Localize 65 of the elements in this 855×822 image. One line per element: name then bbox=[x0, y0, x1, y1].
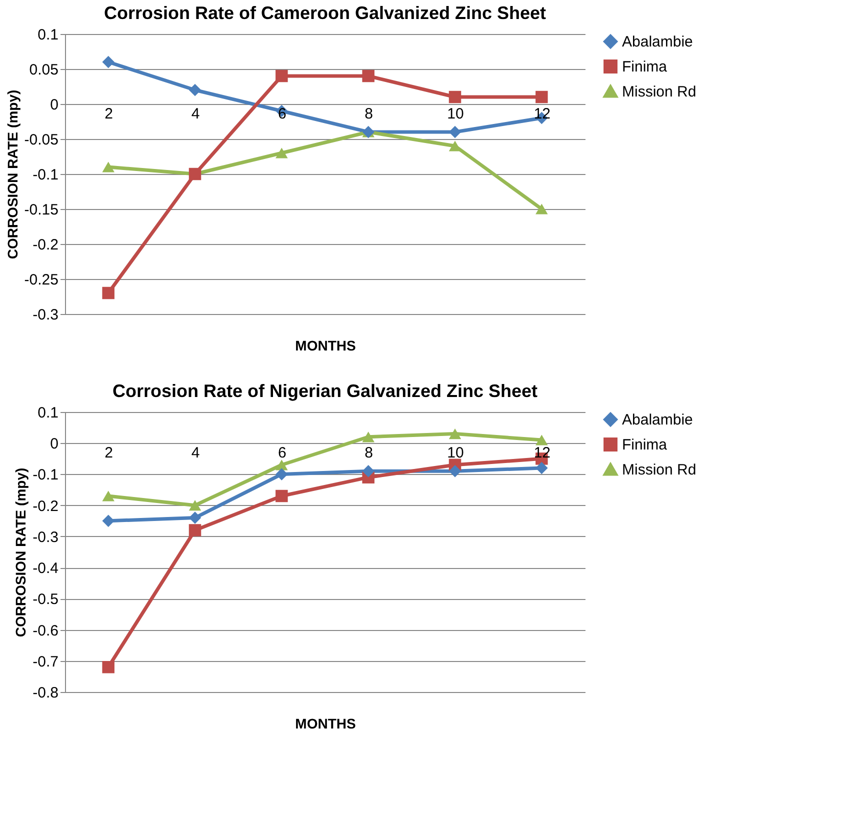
legend-label: Finima bbox=[622, 436, 668, 454]
point bbox=[448, 90, 462, 104]
legend-label: Mission Rd bbox=[622, 462, 696, 478]
chart-title: Corrosion Rate of Cameroon Galvanized Zinc Sheet bbox=[104, 3, 546, 23]
point bbox=[102, 56, 114, 68]
x-tick-label: 8 bbox=[364, 106, 374, 122]
y-tick-label: -0.8 bbox=[32, 684, 58, 702]
y-axis-title: CORROSION RATE (mpy) bbox=[4, 90, 20, 260]
point bbox=[362, 464, 374, 478]
y-tick-label: -0.1 bbox=[32, 466, 58, 484]
point bbox=[448, 428, 462, 440]
y-tick-label: -0.6 bbox=[32, 622, 58, 640]
legend-label: Mission Rd bbox=[622, 84, 696, 100]
y-tick-label: -0.2 bbox=[32, 236, 58, 254]
y-tick-label: 0 bbox=[50, 436, 58, 453]
point bbox=[188, 84, 202, 96]
point bbox=[536, 462, 548, 474]
y-tick-label: -0.15 bbox=[24, 202, 58, 218]
y-tick-label: 0.1 bbox=[38, 404, 58, 422]
y-tick-label: -0.3 bbox=[32, 528, 58, 546]
y-tick-label: -0.1 bbox=[32, 166, 58, 184]
point bbox=[276, 468, 288, 480]
point bbox=[536, 204, 548, 214]
y-tick-label: -0.5 bbox=[32, 591, 58, 608]
x-tick-label: 6 bbox=[278, 444, 286, 462]
point bbox=[276, 490, 288, 502]
chart-title: Corrosion Rate of Nigerian Galvanized Zinc Sheet bbox=[112, 381, 538, 401]
y-tick-label: -0.3 bbox=[32, 306, 58, 324]
point bbox=[362, 70, 374, 82]
legend-label: Finima bbox=[622, 58, 668, 76]
x-tick-label: 10 bbox=[447, 106, 464, 122]
point bbox=[276, 70, 288, 82]
point bbox=[102, 286, 114, 300]
x-tick-label: 2 bbox=[104, 444, 114, 462]
point bbox=[102, 162, 114, 172]
point bbox=[188, 512, 202, 524]
point bbox=[188, 524, 202, 536]
y-tick-label: 0 bbox=[50, 96, 58, 114]
x-tick-label: 2 bbox=[104, 106, 114, 122]
x-tick-label: 4 bbox=[191, 444, 200, 462]
y-tick-label: 0.05 bbox=[29, 62, 58, 78]
point bbox=[102, 514, 114, 528]
x-tick-label: 10 bbox=[447, 444, 464, 462]
y-axis-title: CORROSION RATE (mpy) bbox=[12, 468, 29, 638]
point bbox=[536, 90, 548, 104]
x-tick-label: 8 bbox=[364, 444, 374, 462]
point bbox=[102, 660, 114, 674]
point bbox=[276, 460, 288, 470]
legend-label: Abalambie bbox=[622, 412, 693, 428]
y-tick-label: -0.05 bbox=[24, 132, 58, 148]
y-tick-label: -0.7 bbox=[32, 653, 58, 670]
y-tick-label: -0.2 bbox=[32, 498, 58, 515]
x-axis-title: MONTHS bbox=[295, 338, 356, 354]
y-tick-label: -0.25 bbox=[24, 272, 58, 288]
x-tick-label: 4 bbox=[191, 106, 200, 122]
point bbox=[188, 500, 202, 511]
legend-label: Abalambie bbox=[622, 34, 693, 50]
y-tick-label: 0.1 bbox=[38, 26, 58, 44]
point bbox=[102, 490, 114, 502]
point bbox=[448, 464, 462, 478]
x-axis-title: MONTHS bbox=[295, 716, 356, 732]
point bbox=[536, 434, 548, 446]
point bbox=[276, 148, 288, 158]
point bbox=[362, 432, 374, 442]
y-tick-label: -0.4 bbox=[32, 560, 58, 578]
